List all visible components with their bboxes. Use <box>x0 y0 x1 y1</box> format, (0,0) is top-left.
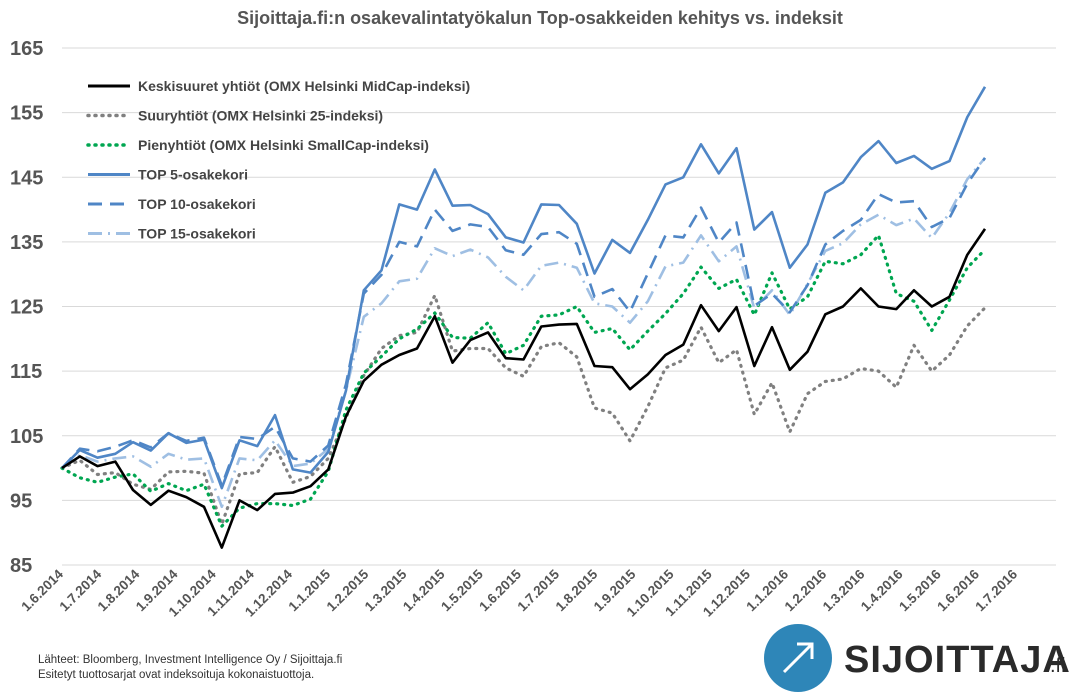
legend-label: TOP 5-osakekori <box>138 167 248 183</box>
series-line-4 <box>61 86 987 490</box>
y-tick-label: 145 <box>10 167 43 189</box>
gridlines <box>62 47 1056 566</box>
x-tick-label: 1.7.2016 <box>972 566 1020 614</box>
y-tick-label: 135 <box>10 232 43 254</box>
series-line-6 <box>61 157 986 509</box>
legend-label: TOP 15-osakekori <box>138 226 256 242</box>
legend: Keskisuuret yhtiöt (OMX Helsinki MidCap-… <box>86 78 470 242</box>
footer-note: Esitetyt tuottosarjat ovat indeksoituja … <box>38 669 314 681</box>
legend-label: TOP 10-osakekori <box>138 196 256 212</box>
footer: Lähteet: Bloomberg, Investment Intellige… <box>38 654 342 681</box>
x-axis-ticks: 1.6.20141.7.20141.8.20141.9.20141.10.201… <box>18 566 1020 619</box>
y-tick-label: 95 <box>10 490 32 512</box>
footer-sources: Lähteet: Bloomberg, Investment Intellige… <box>38 654 342 666</box>
series-line-3 <box>60 233 987 528</box>
logo-suffix: .fi <box>1050 655 1066 677</box>
y-axis-ticks: 85 95 105 115 125 135 145 155 165 <box>10 38 43 577</box>
chart-title: Sijoittaja.fi:n osakevalintatyökalun Top… <box>237 8 843 28</box>
series-lines <box>60 86 987 549</box>
logo-wordmark: SIJOITTAJA <box>844 639 1071 681</box>
series-line-5 <box>61 157 987 487</box>
series-line-2 <box>60 293 987 526</box>
legend-label: Suuryhtiöt (OMX Helsinki 25-indeksi) <box>138 108 383 124</box>
legend-label: Pienyhtiöt (OMX Helsinki SmallCap-indeks… <box>138 137 429 153</box>
y-tick-label: 125 <box>10 297 43 319</box>
y-tick-label: 115 <box>10 361 42 383</box>
y-tick-label: 85 <box>10 555 32 577</box>
logo: SIJOITTAJA .fi <box>764 624 1071 692</box>
series-line-1 <box>61 228 987 549</box>
legend-label: Keskisuuret yhtiöt (OMX Helsinki MidCap-… <box>138 78 470 94</box>
y-tick-label: 165 <box>10 38 43 60</box>
y-tick-label: 155 <box>10 103 43 125</box>
arrow-icon <box>782 642 814 674</box>
y-tick-label: 105 <box>10 426 43 448</box>
